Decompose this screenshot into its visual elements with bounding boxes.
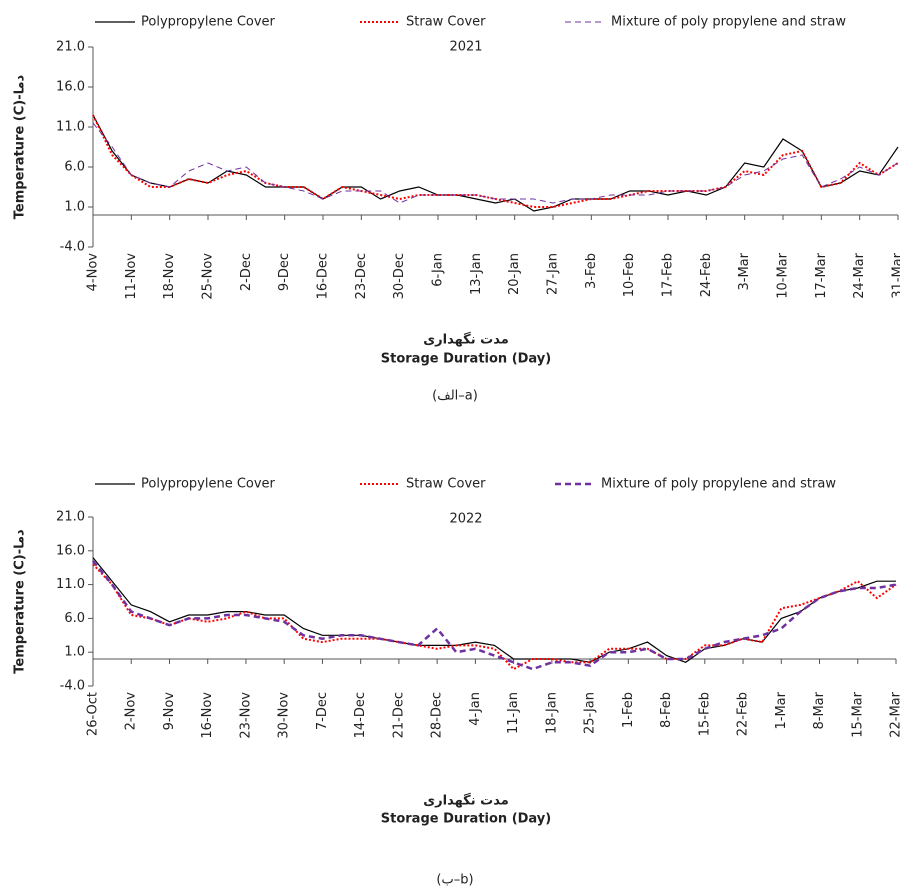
x-tick-label: 3-Feb — [584, 253, 599, 289]
x-tick-label: 7-Dec — [315, 692, 330, 730]
x-tick-label: 1-Mar — [774, 691, 789, 729]
x-tick-label: 10-Mar — [776, 252, 791, 298]
x-tick-label: 22-Feb — [736, 692, 751, 736]
y-tick-label: 1.0 — [64, 645, 85, 660]
series-line — [92, 563, 897, 671]
y-tick-label: -4.0 — [60, 240, 85, 255]
x-tick-label: 26-Oct — [86, 692, 101, 736]
x-tick-label: 8-Feb — [659, 692, 674, 728]
x-tick-label: 16-Dec — [316, 253, 331, 299]
x-tick-label: 4-Jan — [468, 692, 483, 726]
x-axis-label: مدت نگهداری — [423, 793, 509, 809]
chart-title: 2022 — [449, 512, 482, 527]
x-tick-label: 15-Feb — [697, 692, 712, 736]
y-tick-label: 6.0 — [64, 611, 85, 626]
x-axis-label-en: Storage Duration (Day) — [381, 352, 551, 367]
x-tick-label: 6-Jan — [431, 253, 446, 287]
x-tick-label: 9-Nov — [162, 692, 177, 731]
series-line — [92, 114, 899, 208]
legend-label: Mixture of poly propylene and straw — [611, 15, 846, 30]
x-tick-label: 10-Feb — [622, 253, 637, 297]
y-tick-label: 11.0 — [56, 577, 85, 592]
x-tick-label: 15-Mar — [850, 691, 865, 737]
x-tick-label: 23-Dec — [354, 253, 369, 299]
x-tick-label: 24-Feb — [699, 253, 714, 297]
x-tick-label: 20-Jan — [507, 253, 522, 295]
x-tick-label: 18-Jan — [544, 692, 559, 734]
x-tick-label: 3-Mar — [737, 252, 752, 290]
x-tick-label: 18-Nov — [162, 253, 177, 300]
x-tick-label: 16-Nov — [200, 692, 215, 739]
y-axis-label: Temperature (C)-دما — [13, 74, 28, 219]
legend-label: Straw Cover — [406, 477, 486, 492]
x-tick-label: 28-Dec — [430, 692, 445, 738]
caption: (الف–a) — [432, 389, 478, 404]
y-tick-label: -4.0 — [60, 679, 85, 694]
x-tick-label: 25-Nov — [201, 253, 216, 300]
series-line — [92, 560, 897, 671]
x-tick-label: 1-Feb — [621, 692, 636, 728]
x-tick-label: 31-Mar — [891, 252, 900, 298]
caption: (ب–b) — [436, 873, 473, 888]
x-tick-label: 4-Nov — [86, 253, 101, 292]
y-tick-label: 1.0 — [64, 200, 85, 215]
series-line — [92, 122, 899, 204]
x-tick-label: 25-Jan — [583, 692, 598, 734]
x-tick-label: 22-Mar — [889, 691, 900, 737]
chart-title: 2021 — [449, 40, 482, 55]
x-tick-label: 8-Mar — [812, 691, 827, 729]
series-line — [92, 557, 896, 663]
y-tick-label: 11.0 — [56, 120, 85, 135]
x-tick-label: 2-Nov — [124, 692, 139, 731]
x-tick-label: 14-Dec — [353, 692, 368, 738]
x-tick-label: 2-Dec — [239, 253, 254, 291]
x-tick-label: 24-Mar — [852, 252, 867, 298]
x-tick-label: 30-Nov — [277, 692, 292, 739]
x-axis-label: مدت نگهداری — [423, 332, 509, 348]
y-tick-label: 6.0 — [64, 160, 85, 175]
x-tick-label: 27-Jan — [546, 253, 561, 295]
y-tick-label: 21.0 — [56, 510, 85, 525]
x-tick-label: 17-Mar — [814, 252, 829, 298]
x-tick-label: 9-Dec — [277, 253, 292, 291]
legend-label: Polypropylene Cover — [141, 477, 276, 492]
x-tick-label: 23-Nov — [238, 692, 253, 739]
x-tick-label: 17-Feb — [661, 253, 676, 297]
y-tick-label: 21.0 — [56, 40, 85, 55]
y-tick-label: 16.0 — [56, 80, 85, 95]
x-tick-label: 13-Jan — [469, 253, 484, 295]
x-axis-label-en: Storage Duration (Day) — [381, 812, 551, 827]
y-axis-label: Temperature (C)-دما — [13, 529, 28, 674]
x-tick-label: 11-Nov — [124, 253, 139, 300]
legend-label: Polypropylene Cover — [141, 15, 276, 30]
y-tick-label: 16.0 — [56, 543, 85, 558]
x-tick-label: 21-Dec — [391, 692, 406, 738]
legend-label: Mixture of poly propylene and straw — [601, 477, 836, 492]
legend-label: Straw Cover — [406, 15, 486, 30]
x-tick-label: 30-Dec — [392, 253, 407, 299]
x-tick-label: 11-Jan — [506, 692, 521, 734]
